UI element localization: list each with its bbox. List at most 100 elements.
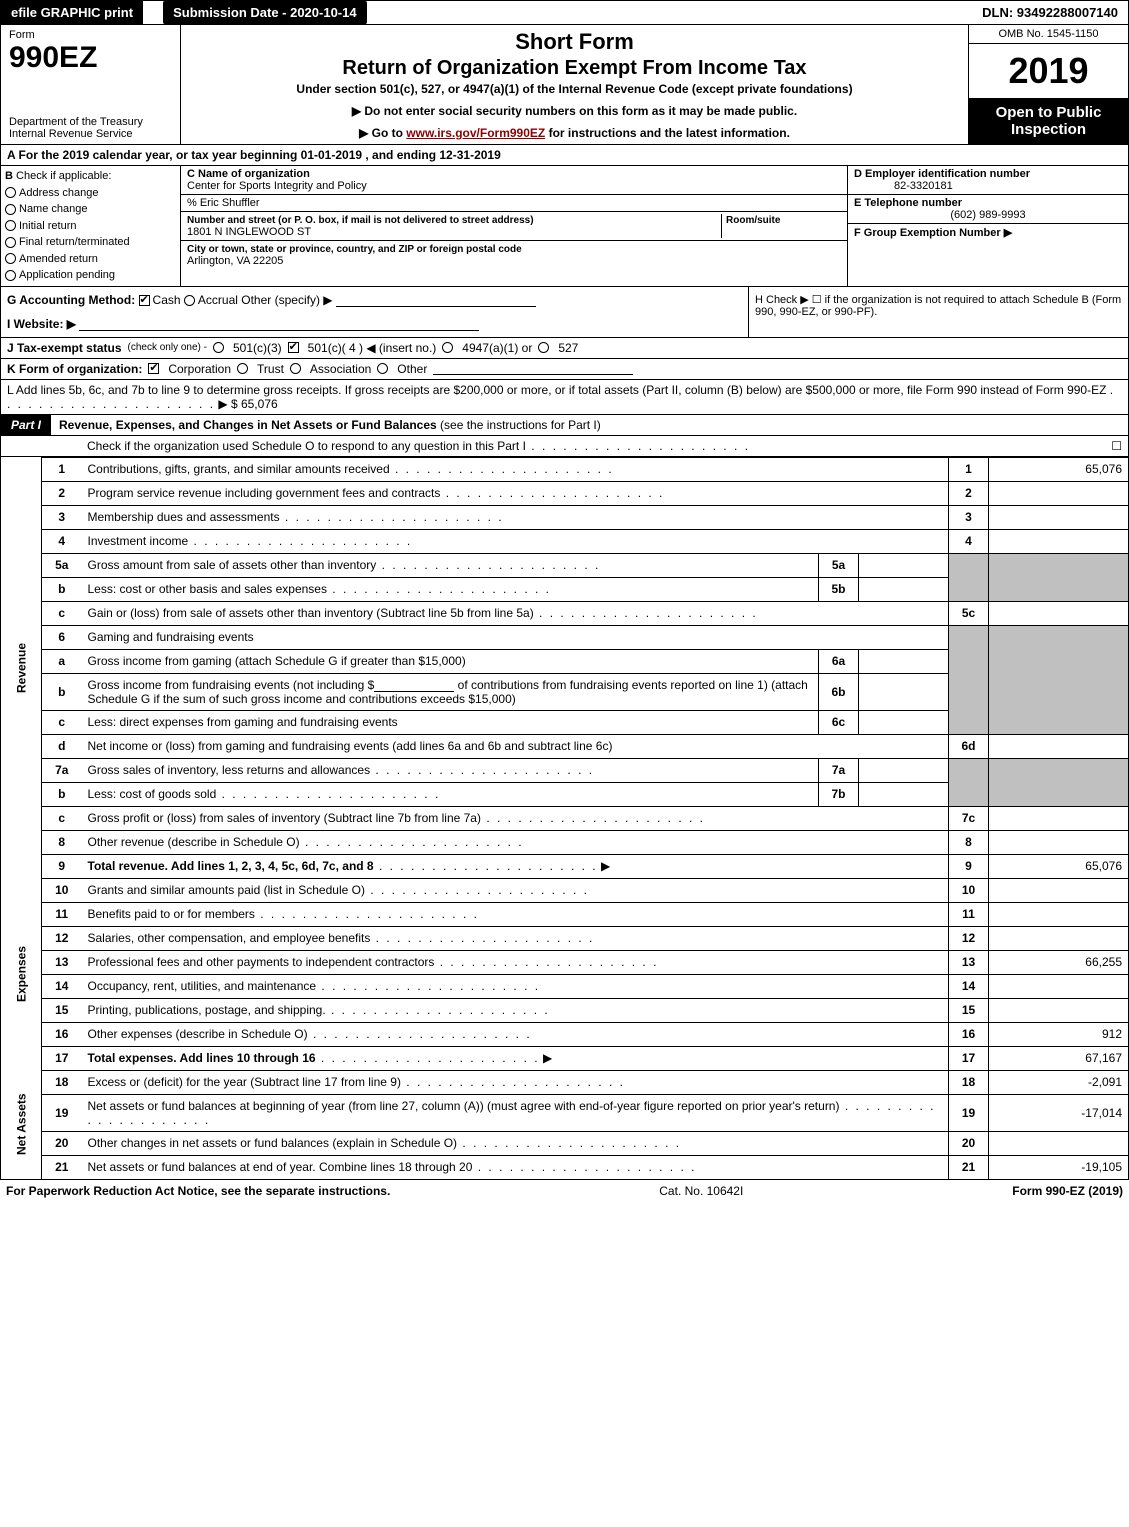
527-label: 527 (558, 341, 578, 355)
l21-amt: -19,105 (989, 1155, 1129, 1179)
l1-desc: Contributions, gifts, grants, and simila… (88, 462, 390, 476)
l17-amt: 67,167 (989, 1046, 1129, 1070)
l6d-amt (989, 734, 1129, 758)
row-k: K Form of organization: Corporation Trus… (1, 359, 1128, 380)
other-org-label: Other (397, 362, 427, 376)
line-16: 16Other expenses (describe in Schedule O… (1, 1022, 1129, 1046)
row-i-website: I Website: ▶ (7, 317, 76, 331)
form-header: Form 990EZ Department of the Treasury In… (0, 25, 1129, 145)
initial-return-radio[interactable] (5, 220, 16, 231)
name-change-radio[interactable] (5, 204, 16, 215)
l5c-amt (989, 601, 1129, 625)
j-hint: (check only one) - (128, 342, 207, 353)
part1-header-row: Part I Revenue, Expenses, and Changes in… (0, 415, 1129, 436)
l-text: L Add lines 5b, 6c, and 7b to line 9 to … (7, 383, 1106, 397)
527-radio[interactable] (538, 342, 549, 353)
501c3-radio[interactable] (213, 342, 224, 353)
form-number: 990EZ (9, 41, 172, 75)
phone: (602) 989-9993 (854, 209, 1122, 221)
l20-amt (989, 1131, 1129, 1155)
app-pending-radio[interactable] (5, 270, 16, 281)
l6b-desc: Gross income from fundraising events (no… (82, 673, 819, 710)
netassets-vlabel: Net Assets (1, 1070, 42, 1179)
l8-desc: Other revenue (describe in Schedule O) (88, 835, 300, 849)
l6d-desc: Net income or (loss) from gaming and fun… (82, 734, 949, 758)
501c-label: 501(c)( 4 ) ◀ (insert no.) (308, 341, 437, 355)
l15-amt (989, 998, 1129, 1022)
part1-title: Revenue, Expenses, and Changes in Net As… (51, 416, 609, 434)
corp-label: Corporation (168, 362, 231, 376)
irs-link[interactable]: www.irs.gov/Form990EZ (406, 126, 545, 140)
l5a-desc: Gross amount from sale of assets other t… (88, 558, 377, 572)
cash-label: Cash (153, 293, 181, 307)
line-1: Revenue 1 Contributions, gifts, grants, … (1, 457, 1129, 481)
efile-label[interactable]: efile GRAPHIC print (1, 1, 143, 24)
line-6d: d Net income or (loss) from gaming and f… (1, 734, 1129, 758)
l-arrow: ▶ (218, 397, 227, 411)
sub-rows: J Tax-exempt status (check only one) - 5… (0, 338, 1129, 415)
line-14: 14Occupancy, rent, utilities, and mainte… (1, 974, 1129, 998)
l10-desc: Grants and similar amounts paid (list in… (88, 883, 365, 897)
final-return-label: Final return/terminated (19, 236, 130, 248)
part1-check-box[interactable]: ☐ (1111, 439, 1122, 453)
section-d: D Employer identification number 82-3320… (848, 166, 1128, 286)
l9-amt: 65,076 (989, 854, 1129, 878)
l6-desc: Gaming and fundraising events (82, 625, 949, 649)
other-org-radio[interactable] (377, 363, 388, 374)
footer-left: For Paperwork Reduction Act Notice, see … (6, 1184, 390, 1198)
section-c: C Name of organization Center for Sports… (181, 166, 848, 286)
l6a-subamt (859, 649, 949, 673)
l11-amt (989, 902, 1129, 926)
l7b-subamt (859, 782, 949, 806)
l6c-subamt (859, 710, 949, 734)
l7a-subamt (859, 758, 949, 782)
line-5a: 5a Gross amount from sale of assets othe… (1, 553, 1129, 577)
website-line (79, 319, 479, 331)
trust-radio[interactable] (237, 363, 248, 374)
l10-amt (989, 878, 1129, 902)
department: Department of the Treasury Internal Reve… (9, 116, 172, 140)
l5c-desc: Gain or (loss) from sale of assets other… (88, 606, 534, 620)
l3-amt (989, 505, 1129, 529)
corp-checkbox[interactable] (148, 363, 159, 374)
expenses-vlabel: Expenses (1, 878, 42, 1070)
l15-desc: Printing, publications, postage, and shi… (88, 1003, 326, 1017)
initial-return-label: Initial return (19, 220, 76, 232)
trust-label: Trust (257, 362, 284, 376)
b-label: B (5, 170, 13, 182)
l2-desc: Program service revenue including govern… (88, 486, 441, 500)
row-a-tax-year: A For the 2019 calendar year, or tax yea… (0, 145, 1129, 166)
l7c-amt (989, 806, 1129, 830)
l3-desc: Membership dues and assessments (88, 510, 280, 524)
footer: For Paperwork Reduction Act Notice, see … (0, 1180, 1129, 1202)
l14-amt (989, 974, 1129, 998)
d-head: D Employer identification number (854, 168, 1030, 180)
line-7a: 7a Gross sales of inventory, less return… (1, 758, 1129, 782)
omb-number: OMB No. 1545-1150 (969, 25, 1128, 44)
part1-label: Part I (1, 415, 51, 435)
l6b-subamt (859, 673, 949, 710)
cash-checkbox[interactable] (139, 295, 150, 306)
501c-checkbox[interactable] (288, 342, 299, 353)
assoc-radio[interactable] (290, 363, 301, 374)
city-state-zip: Arlington, VA 22205 (187, 255, 283, 267)
c-head: C Name of organization (187, 168, 310, 180)
amended-return-label: Amended return (19, 253, 98, 265)
accrual-radio[interactable] (184, 295, 195, 306)
notice2-pre: ▶ Go to (359, 126, 406, 140)
l6c-desc: Less: direct expenses from gaming and fu… (88, 715, 398, 729)
l4-amt (989, 529, 1129, 553)
final-return-radio[interactable] (5, 237, 16, 248)
header-center: Short Form Return of Organization Exempt… (181, 25, 968, 144)
assoc-label: Association (310, 362, 371, 376)
l5b-desc: Less: cost or other basis and sales expe… (88, 582, 327, 596)
row-j: J Tax-exempt status (check only one) - 5… (1, 338, 1128, 359)
line-18: Net Assets 18 Excess or (deficit) for th… (1, 1070, 1129, 1094)
addr-change-label: Address change (19, 187, 99, 199)
amended-return-radio[interactable] (5, 253, 16, 264)
line-21: 21Net assets or fund balances at end of … (1, 1155, 1129, 1179)
f-head: F Group Exemption Number ▶ (854, 227, 1012, 239)
4947-radio[interactable] (442, 342, 453, 353)
line-4: 4 Investment income 4 (1, 529, 1129, 553)
addr-change-radio[interactable] (5, 187, 16, 198)
